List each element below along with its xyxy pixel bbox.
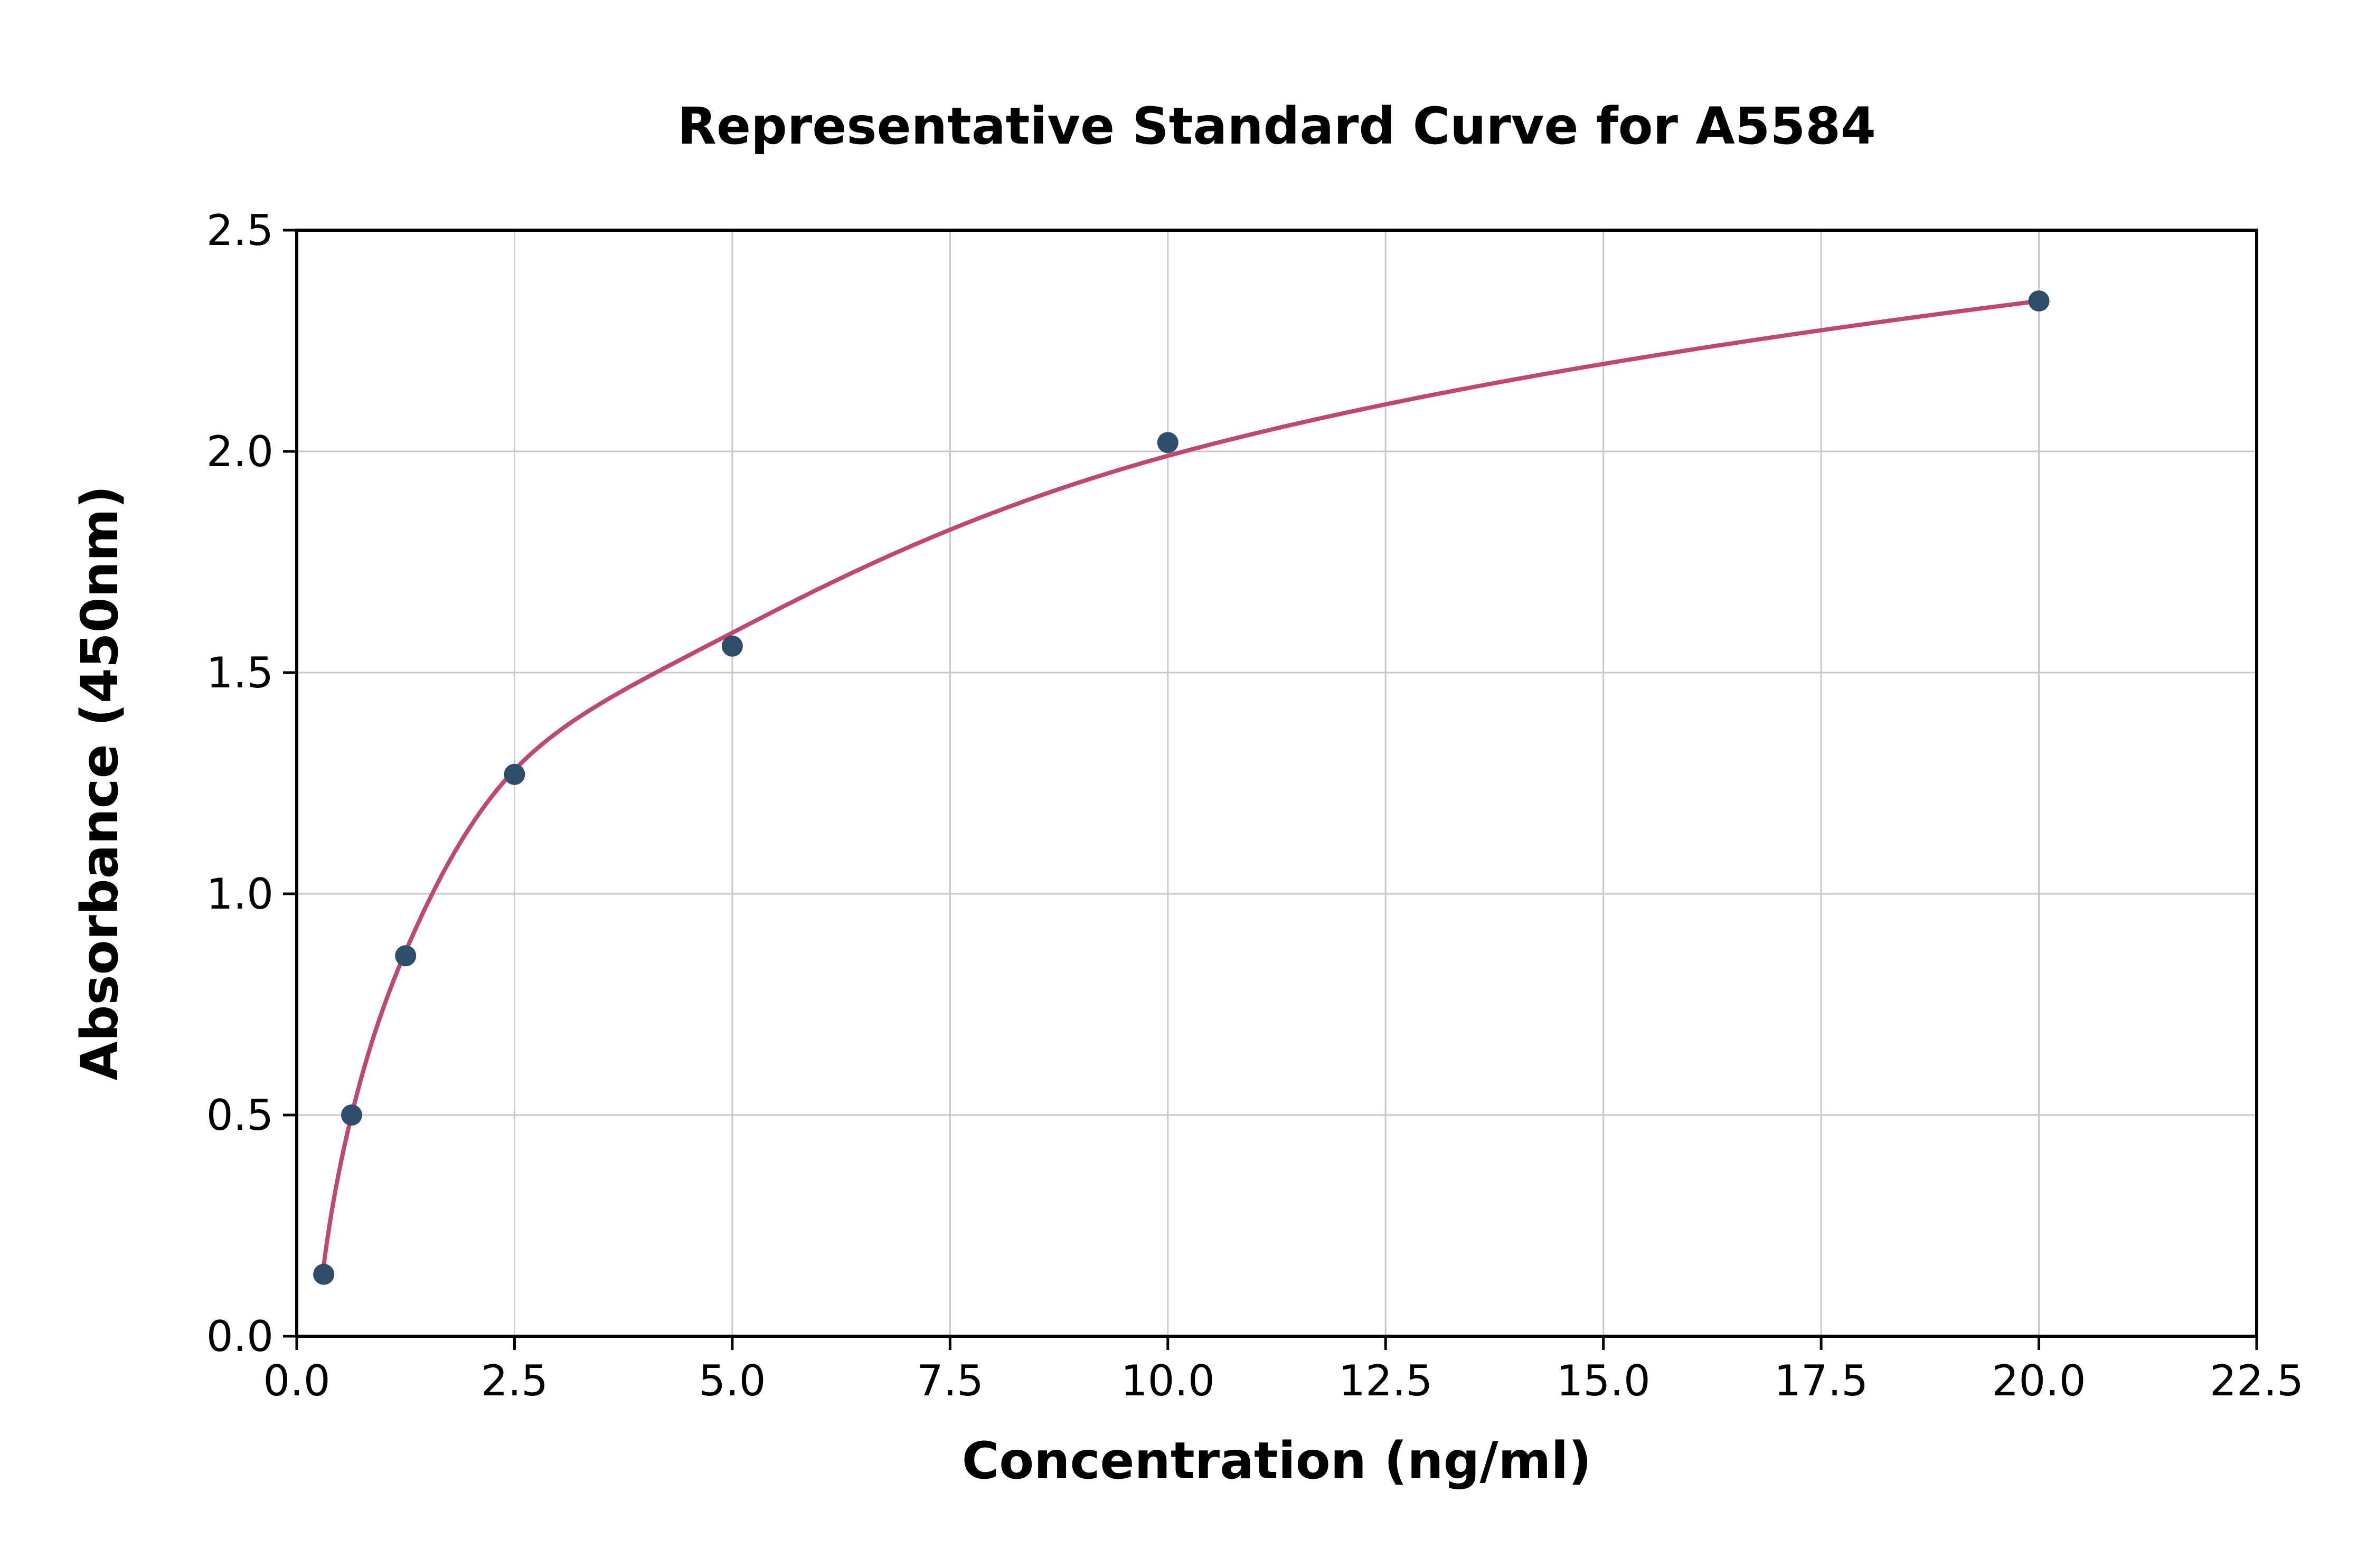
data-point — [1157, 432, 1178, 454]
x-tick-label: 12.5 — [1338, 1356, 1432, 1405]
data-point — [341, 1104, 362, 1126]
x-axis-label: Concentration (ng/ml) — [962, 1431, 1591, 1490]
y-axis-label: Absorbance (450nm) — [70, 485, 129, 1080]
y-tick-label: 2.5 — [206, 206, 274, 255]
data-point — [504, 763, 525, 785]
x-tick-label: 10.0 — [1121, 1356, 1215, 1405]
x-tick-label: 5.0 — [699, 1356, 766, 1405]
x-tick-label: 7.5 — [917, 1356, 984, 1405]
chart-title: Representative Standard Curve for A5584 — [677, 97, 1876, 156]
data-point — [2028, 290, 2050, 312]
y-tick-label: 1.0 — [206, 870, 274, 919]
y-tick-label: 0.5 — [206, 1091, 274, 1140]
data-point — [313, 1263, 335, 1285]
plot-border — [295, 229, 2258, 1338]
axis-layer: 0.0 2.5 5.0 7.5 10.0 12.5 15.0 17.5 20.0 22.5 0.0 0… — [206, 206, 2304, 1405]
x-tick-label: 20.0 — [1992, 1356, 2086, 1405]
x-tick-label: 17.5 — [1774, 1356, 1868, 1405]
data-point — [721, 635, 743, 657]
fit-curve — [322, 299, 2041, 1268]
y-tick-label: 1.5 — [206, 648, 274, 697]
y-tick-label: 0.0 — [206, 1312, 274, 1361]
x-tick-label: 0.0 — [263, 1356, 330, 1405]
x-tick-label: 15.0 — [1557, 1356, 1651, 1405]
grid-layer — [296, 229, 2258, 1337]
data-point — [395, 945, 417, 967]
x-tick-label: 2.5 — [481, 1356, 548, 1405]
plot-layer — [313, 290, 2050, 1285]
y-tick-label: 2.0 — [206, 427, 274, 476]
x-tick-label: 22.5 — [2210, 1356, 2304, 1405]
